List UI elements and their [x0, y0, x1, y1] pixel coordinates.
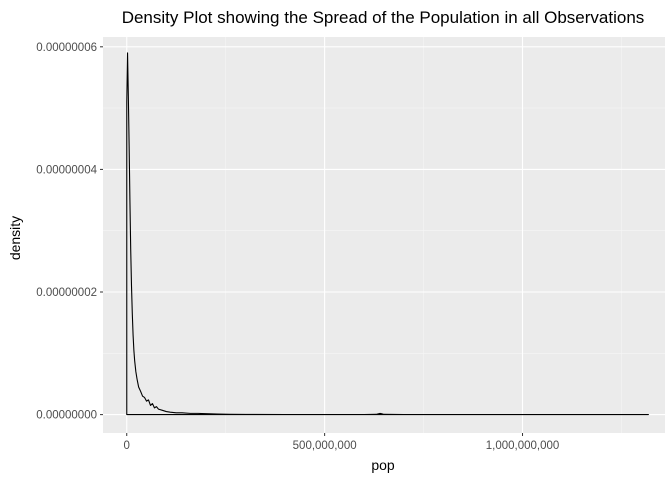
y-axis: 0.00000000 0.00000002 0.00000004 0.00000006: [36, 42, 103, 422]
x-tick-label: 1,000,000,000: [486, 440, 560, 452]
y-tick-label: 0.00000002: [36, 287, 97, 299]
y-tick-label: 0.00000006: [36, 42, 97, 54]
x-axis-title: pop: [371, 457, 395, 473]
y-axis-title: density: [7, 216, 23, 260]
plot-panel: [103, 37, 665, 433]
x-axis: 0 500,000,000 1,000,000,000: [124, 433, 560, 452]
chart-title: Density Plot showing the Spread of the P…: [122, 8, 645, 27]
y-tick-label: 0.00000000: [36, 410, 97, 422]
x-tick-label: 0: [124, 440, 130, 452]
y-tick-label: 0.00000004: [36, 164, 97, 176]
density-series: [126, 52, 649, 416]
minor-gridlines: [103, 37, 665, 433]
density-curve: [126, 52, 649, 416]
x-tick-label: 500,000,000: [293, 440, 357, 452]
